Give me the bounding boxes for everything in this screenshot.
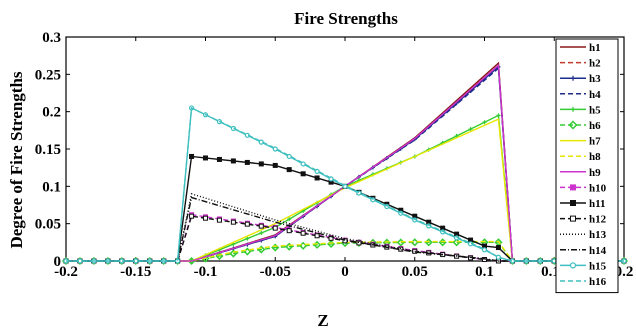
- x-tick-label: 0.1: [475, 264, 494, 280]
- legend-marker-h3: [570, 75, 576, 81]
- plot-area-frame: [65, 36, 625, 262]
- data-point: [258, 223, 264, 229]
- x-tick-label: -0.1: [194, 264, 218, 280]
- data-point: [314, 175, 320, 181]
- legend-label-h5: h5: [589, 104, 601, 116]
- legend-label-h9: h9: [589, 167, 601, 179]
- data-point: [229, 249, 238, 258]
- x-tick-label: -0.05: [260, 264, 291, 280]
- data-point: [410, 238, 419, 247]
- series-line-h16: [66, 106, 624, 262]
- legend-label-h4: h4: [589, 89, 601, 101]
- data-point: [300, 171, 306, 177]
- data-point: [230, 158, 236, 164]
- legend-label-h8: h8: [589, 151, 601, 163]
- axis-ticks: -0.2 -0.15 -0.1 -0.05 0 0.05 0.1 0.15 0.2 0 0.05 0.…: [35, 30, 634, 280]
- y-tick-label: 0.15: [35, 142, 61, 158]
- data-point: [245, 236, 250, 241]
- data-point: [189, 153, 195, 159]
- legend-label-h1: h1: [589, 42, 601, 54]
- series-layer: [61, 61, 629, 266]
- series-h14: [66, 196, 624, 262]
- data-point: [216, 217, 222, 223]
- data-point: [259, 231, 264, 235]
- legend-label-h13: h13: [589, 229, 607, 241]
- data-point: [495, 245, 501, 251]
- series-h3: [64, 64, 626, 263]
- data-point: [189, 213, 195, 219]
- x-tick-label: 0.05: [402, 264, 428, 280]
- chart-title: Fire Strengths: [294, 9, 398, 28]
- data-point: [203, 155, 208, 161]
- y-tick-label: 0.1: [42, 179, 61, 195]
- data-point: [230, 219, 236, 225]
- series-line-h3: [66, 65, 624, 262]
- series-h10: [63, 212, 627, 264]
- y-tick-label: 0.05: [35, 217, 61, 233]
- legend-marker-h6: [568, 120, 578, 130]
- legend-label-h2: h2: [589, 58, 601, 70]
- series-h12: [63, 213, 627, 264]
- legend-marker-h5: [570, 106, 576, 112]
- data-point: [203, 215, 208, 221]
- legend-label-h7: h7: [589, 136, 601, 148]
- data-point: [244, 159, 250, 165]
- x-tick-label: -0.2: [54, 264, 78, 280]
- data-point: [216, 156, 222, 162]
- legend-label-h16: h16: [589, 276, 607, 288]
- series-line-h4: [66, 66, 624, 262]
- y-tick-label: 0.3: [42, 30, 61, 46]
- series-h13: [66, 192, 624, 262]
- series-h2: [66, 63, 624, 262]
- data-point: [287, 217, 292, 222]
- legend-label-h15: h15: [589, 260, 607, 272]
- series-h9: [66, 63, 624, 262]
- data-point: [468, 127, 473, 132]
- y-tick-label: 0.2: [42, 105, 61, 121]
- data-point: [482, 120, 487, 125]
- data-point: [286, 167, 292, 173]
- x-axis-label: Z: [317, 311, 328, 329]
- data-point: [286, 228, 292, 234]
- series-line-h2: [66, 63, 624, 262]
- series-line-h14: [66, 196, 624, 262]
- legend-marker-h12: [570, 215, 576, 222]
- legend-label-h14: h14: [589, 245, 607, 257]
- data-point: [272, 162, 278, 168]
- legend-marker-h10: [570, 184, 576, 191]
- series-line-h1: [66, 61, 624, 262]
- y-tick-label: 0: [54, 254, 62, 270]
- series-h16: [66, 106, 624, 262]
- data-point: [299, 241, 308, 250]
- data-point: [272, 225, 278, 231]
- data-point: [342, 238, 348, 244]
- y-axis-label: Degree of Fire Strengths: [7, 71, 26, 248]
- data-point: [496, 113, 501, 118]
- legend-label-h11: h11: [589, 198, 606, 210]
- legend-label-h12: h12: [589, 214, 607, 226]
- legend: h1 h2 h3 h4 h5 h6 h7 h8 h9 h10 h11 h12 h13 h14 h15 h16: [555, 38, 619, 294]
- legend-box: [555, 38, 619, 294]
- series-line-h9: [66, 63, 624, 262]
- x-tick-label: -0.15: [120, 264, 151, 280]
- series-h4: [66, 66, 624, 262]
- legend-label-h3: h3: [589, 73, 601, 85]
- data-point: [300, 230, 306, 236]
- legend-marker-h11: [570, 200, 576, 206]
- data-point: [258, 161, 264, 167]
- legend-label-h6: h6: [589, 120, 601, 132]
- series-h1: [66, 61, 624, 262]
- data-point: [244, 221, 250, 227]
- series-line-h13: [66, 192, 624, 262]
- legend-label-h10: h10: [589, 182, 607, 194]
- x-tick-label: 0.2: [615, 264, 634, 280]
- legend-marker-h15: [569, 262, 577, 269]
- x-tick-label: 0: [341, 264, 349, 280]
- y-tick-label: 0.25: [35, 67, 61, 83]
- data-point: [314, 233, 320, 239]
- series-line-h11: [66, 155, 624, 262]
